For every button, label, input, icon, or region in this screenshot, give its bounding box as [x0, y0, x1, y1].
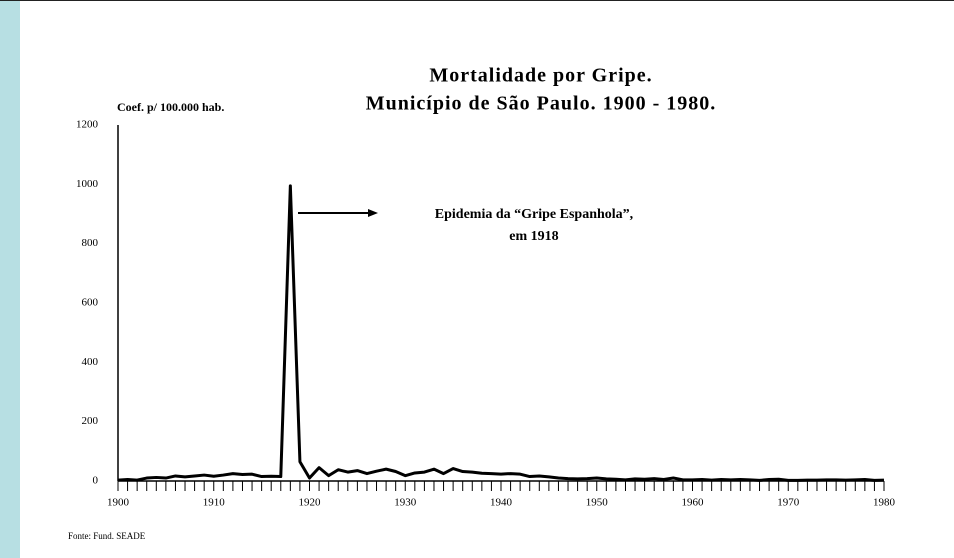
y-tick-label: 200 [82, 415, 99, 427]
x-tick-label: 1970 [777, 497, 800, 509]
x-tick-label: 1900 [107, 497, 130, 509]
y-axis-label: Coef. p/ 100.000 hab. [117, 100, 224, 114]
chart-title: Mortalidade por Gripe. [429, 65, 652, 87]
x-tick-label: 1960 [682, 497, 705, 509]
x-tick-label: 1950 [586, 497, 609, 509]
x-tick-label: 1940 [490, 497, 513, 509]
source-note: Fonte: Fund. SEADE [68, 531, 146, 541]
y-tick-label: 0 [93, 475, 99, 487]
x-tick-label: 1910 [203, 497, 226, 509]
y-tick-label: 1000 [76, 178, 99, 190]
x-tick-label: 1980 [873, 497, 896, 509]
x-tick-label: 1920 [299, 497, 322, 509]
y-tick-label: 400 [82, 356, 99, 368]
y-tick-label: 1200 [76, 119, 99, 131]
annotation: em 1918 [509, 229, 558, 244]
side-strip [0, 0, 20, 558]
y-tick-label: 800 [82, 237, 99, 249]
x-tick-label: 1930 [394, 497, 417, 509]
annotation: Epidemia da “Gripe Espanhola”, [435, 207, 633, 222]
data-line [117, 184, 885, 482]
y-tick-label: 600 [82, 297, 99, 309]
arrow-head [368, 209, 378, 217]
chart-title: Município de São Paulo. 1900 - 1980. [366, 93, 716, 115]
